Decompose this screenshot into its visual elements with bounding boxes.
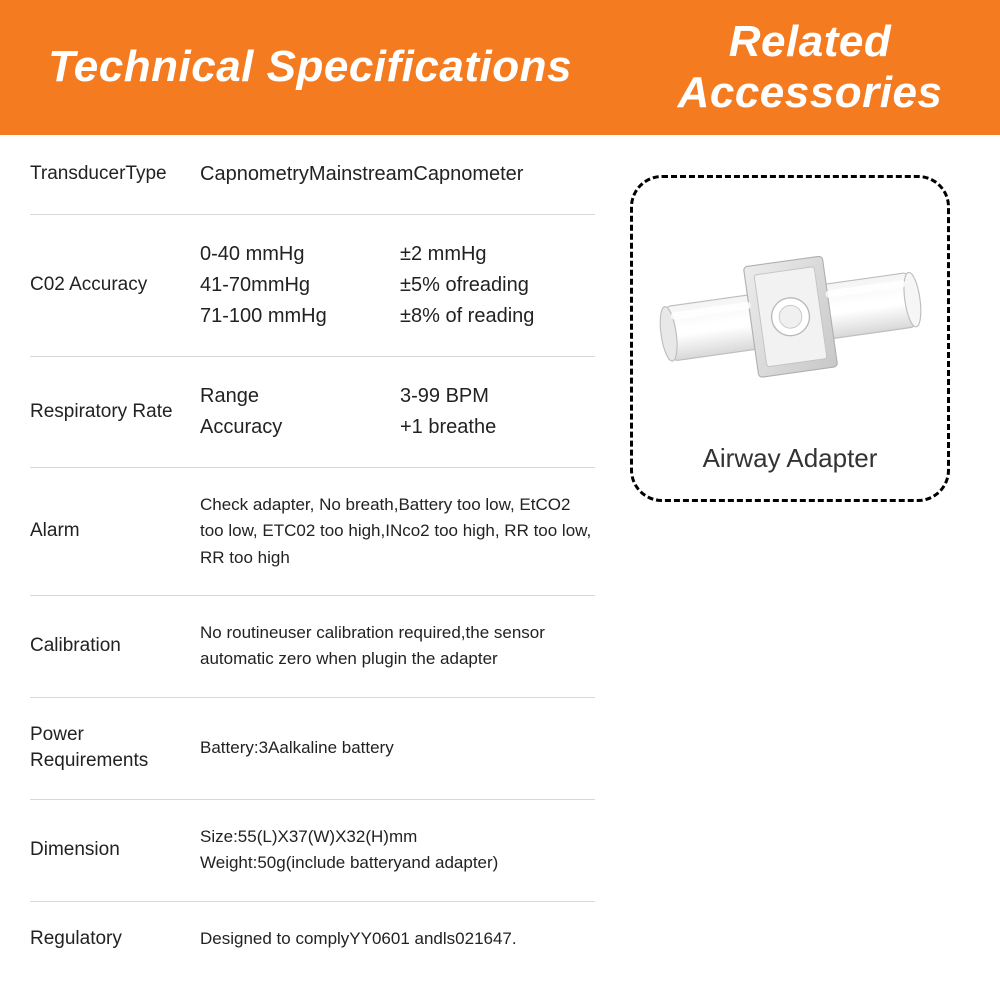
label-regulatory: Regulatory [30, 926, 200, 953]
row-power: Power Requirements Battery:3Aalkaline ba… [30, 698, 595, 800]
label-respiratory: Respiratory Rate [30, 399, 200, 426]
row-calibration: Calibration No routineuser calibration r… [30, 596, 595, 698]
value-calibration: No routineuser calibration required,the … [200, 620, 595, 673]
label-alarm: Alarm [30, 518, 200, 545]
value-regulatory: Designed to complyYY0601 andls021647. [200, 926, 595, 952]
resp-vals: 3-99 BPM +1 breathe [400, 381, 595, 443]
header-right: Related Accessories [620, 0, 1000, 135]
value-co2: 0-40 mmHg 41-70mmHg 71-100 mmHg ±2 mmHg … [200, 239, 595, 332]
label-co2: C02 Accuracy [30, 272, 200, 299]
label-transducer: TransducerType [30, 161, 200, 188]
header-left: Technical Specifications [0, 0, 620, 135]
co2-ranges: 0-40 mmHg 41-70mmHg 71-100 mmHg [200, 239, 400, 332]
row-transducer: TransducerType CapnometryMainstreamCapno… [30, 135, 595, 215]
value-alarm: Check adapter, No breath,Battery too low… [200, 492, 595, 571]
related-accessories-title: Related Accessories [640, 17, 980, 118]
co2-accuracies: ±2 mmHg ±5% ofreading ±8% of reading [400, 239, 595, 332]
header-bar: Technical Specifications Related Accesso… [0, 0, 1000, 135]
content: TransducerType CapnometryMainstreamCapno… [0, 135, 1000, 976]
label-power: Power Requirements [30, 722, 200, 775]
row-co2-accuracy: C02 Accuracy 0-40 mmHg 41-70mmHg 71-100 … [30, 215, 595, 357]
airway-adapter-icon [648, 203, 932, 423]
label-dimension: Dimension [30, 837, 200, 864]
spec-table: TransducerType CapnometryMainstreamCapno… [0, 135, 620, 976]
label-calibration: Calibration [30, 633, 200, 660]
value-transducer: CapnometryMainstreamCapnometer [200, 159, 595, 190]
row-respiratory: Respiratory Rate Range Accuracy 3-99 BPM… [30, 357, 595, 468]
tech-specs-title: Technical Specifications [48, 42, 572, 93]
row-regulatory: Regulatory Designed to complyYY0601 andl… [30, 902, 595, 977]
row-alarm: Alarm Check adapter, No breath,Battery t… [30, 468, 595, 596]
resp-keys: Range Accuracy [200, 381, 400, 443]
accessory-column: Airway Adapter [620, 135, 1000, 976]
row-dimension: Dimension Size:55(L)X37(W)X32(H)mm Weigh… [30, 800, 595, 902]
value-respiratory: Range Accuracy 3-99 BPM +1 breathe [200, 381, 595, 443]
accessory-label: Airway Adapter [648, 443, 932, 474]
value-power: Battery:3Aalkaline battery [200, 735, 595, 761]
value-dimension: Size:55(L)X37(W)X32(H)mm Weight:50g(incl… [200, 824, 595, 877]
accessory-box: Airway Adapter [630, 175, 950, 502]
